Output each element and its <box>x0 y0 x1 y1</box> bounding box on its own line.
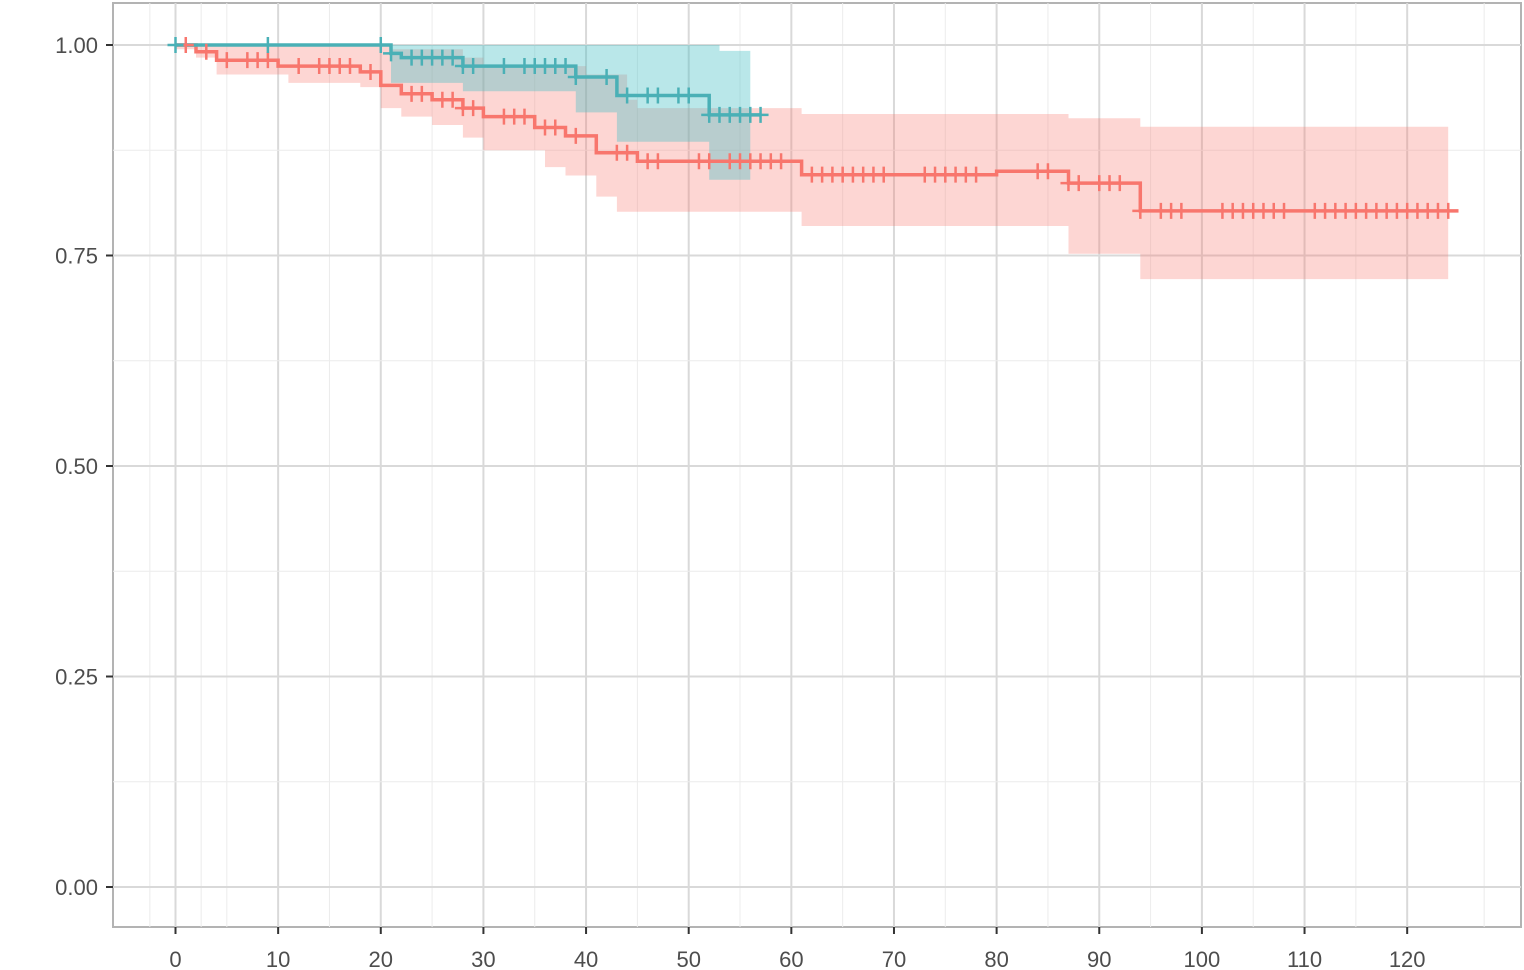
censor-mark <box>465 100 482 117</box>
censor-mark <box>875 166 892 183</box>
censor-mark <box>547 119 564 136</box>
x-tick-label: 110 <box>1287 947 1322 970</box>
censor-mark <box>198 43 215 60</box>
x-tick-label: 70 <box>882 947 906 970</box>
censor-mark <box>465 58 482 75</box>
x-tick-label: 30 <box>471 947 495 970</box>
censor-mark <box>1111 175 1128 192</box>
censor-mark <box>167 37 184 53</box>
y-tick-label: 0.75 <box>55 244 98 269</box>
censor-mark <box>773 153 790 170</box>
censor-mark <box>567 127 584 144</box>
grid-lines <box>113 3 1521 927</box>
censor-mark <box>968 166 985 183</box>
censor-mark <box>495 58 512 75</box>
y-tick-label: 1.00 <box>55 33 98 58</box>
censor-mark <box>218 52 235 69</box>
censor-mark <box>701 153 718 170</box>
x-tick-label: 50 <box>676 947 700 970</box>
censor-mark <box>619 144 636 161</box>
censor-mark <box>290 58 307 75</box>
censor-mark <box>259 52 276 69</box>
censor-mark <box>1440 202 1457 219</box>
censor-mark <box>1173 202 1190 219</box>
censor-mark <box>444 49 461 66</box>
x-tick-label: 0 <box>169 947 181 970</box>
confidence-bands <box>175 45 1449 280</box>
censor-mark <box>444 91 461 108</box>
censor-mark <box>649 87 666 104</box>
x-tick-label: 120 <box>1389 947 1426 970</box>
censor-mark <box>383 45 400 62</box>
x-tick-label: 10 <box>266 947 290 970</box>
censor-marks <box>167 37 1457 219</box>
censor-mark <box>413 85 430 102</box>
x-tick-label: 60 <box>779 947 803 970</box>
x-tick-label: 100 <box>1184 947 1221 970</box>
x-tick-label: 80 <box>984 947 1008 970</box>
y-tick-label: 0.25 <box>55 665 98 690</box>
censor-mark <box>259 37 276 53</box>
censor-mark <box>516 108 533 125</box>
censor-mark <box>649 153 666 170</box>
censor-mark <box>619 87 636 104</box>
y-tick-label: 0.00 <box>55 875 98 900</box>
censor-mark <box>557 58 574 75</box>
censor-mark <box>341 58 358 75</box>
censor-mark <box>362 63 379 80</box>
x-tick-label: 90 <box>1087 947 1111 970</box>
censor-mark <box>567 68 584 85</box>
y-tick-label: 0.50 <box>55 454 98 479</box>
censor-mark <box>1132 202 1149 219</box>
axes: 0 10 20 30 40 50 60 70 80 90 100 110 120 0.00 0.25 0.50… <box>55 33 1425 970</box>
x-tick-label: 40 <box>574 947 598 970</box>
censor-mark <box>752 106 769 123</box>
confidence-band-2 <box>391 45 751 180</box>
censor-mark <box>372 37 389 53</box>
censor-mark <box>1070 175 1087 192</box>
confidence-band-1 <box>175 45 1449 280</box>
x-tick-label: 20 <box>369 947 393 970</box>
censor-mark <box>1276 202 1293 219</box>
censor-mark <box>680 87 697 104</box>
censor-mark <box>598 68 615 85</box>
censor-mark <box>1039 163 1056 180</box>
